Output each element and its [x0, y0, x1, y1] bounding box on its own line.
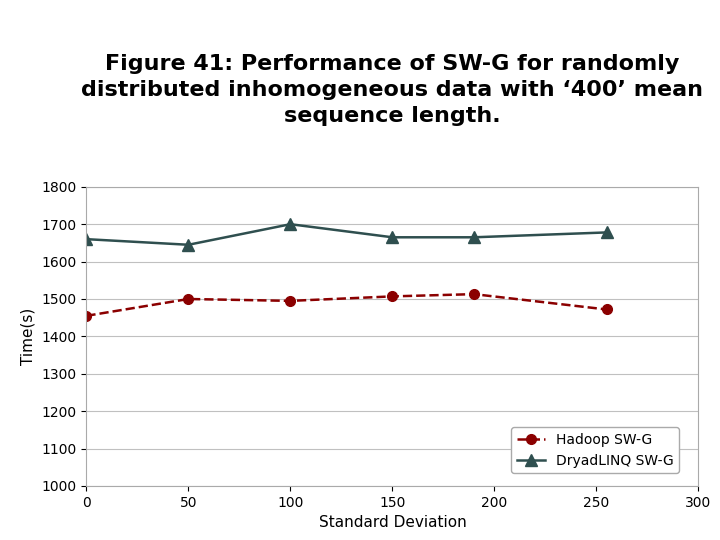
Hadoop SW-G: [469, 291, 478, 298]
DryadLINQ SW-G: [469, 234, 478, 240]
Hadoop SW-G: [184, 296, 193, 302]
DryadLINQ SW-G: [286, 221, 294, 227]
DryadLINQ SW-G: [184, 241, 193, 248]
DryadLINQ SW-G: [82, 236, 91, 242]
Line: DryadLINQ SW-G: DryadLINQ SW-G: [81, 219, 612, 251]
Hadoop SW-G: [388, 293, 397, 300]
Y-axis label: Time(s): Time(s): [21, 308, 36, 365]
Hadoop SW-G: [602, 306, 611, 313]
Legend: Hadoop SW-G, DryadLINQ SW-G: Hadoop SW-G, DryadLINQ SW-G: [511, 427, 679, 473]
DryadLINQ SW-G: [602, 229, 611, 235]
Hadoop SW-G: [286, 298, 294, 304]
Line: Hadoop SW-G: Hadoop SW-G: [81, 289, 611, 321]
X-axis label: Standard Deviation: Standard Deviation: [318, 515, 467, 530]
Text: Figure 41: Performance of SW-G for randomly
distributed inhomogeneous data with : Figure 41: Performance of SW-G for rando…: [81, 53, 703, 126]
Hadoop SW-G: [82, 313, 91, 319]
DryadLINQ SW-G: [388, 234, 397, 240]
